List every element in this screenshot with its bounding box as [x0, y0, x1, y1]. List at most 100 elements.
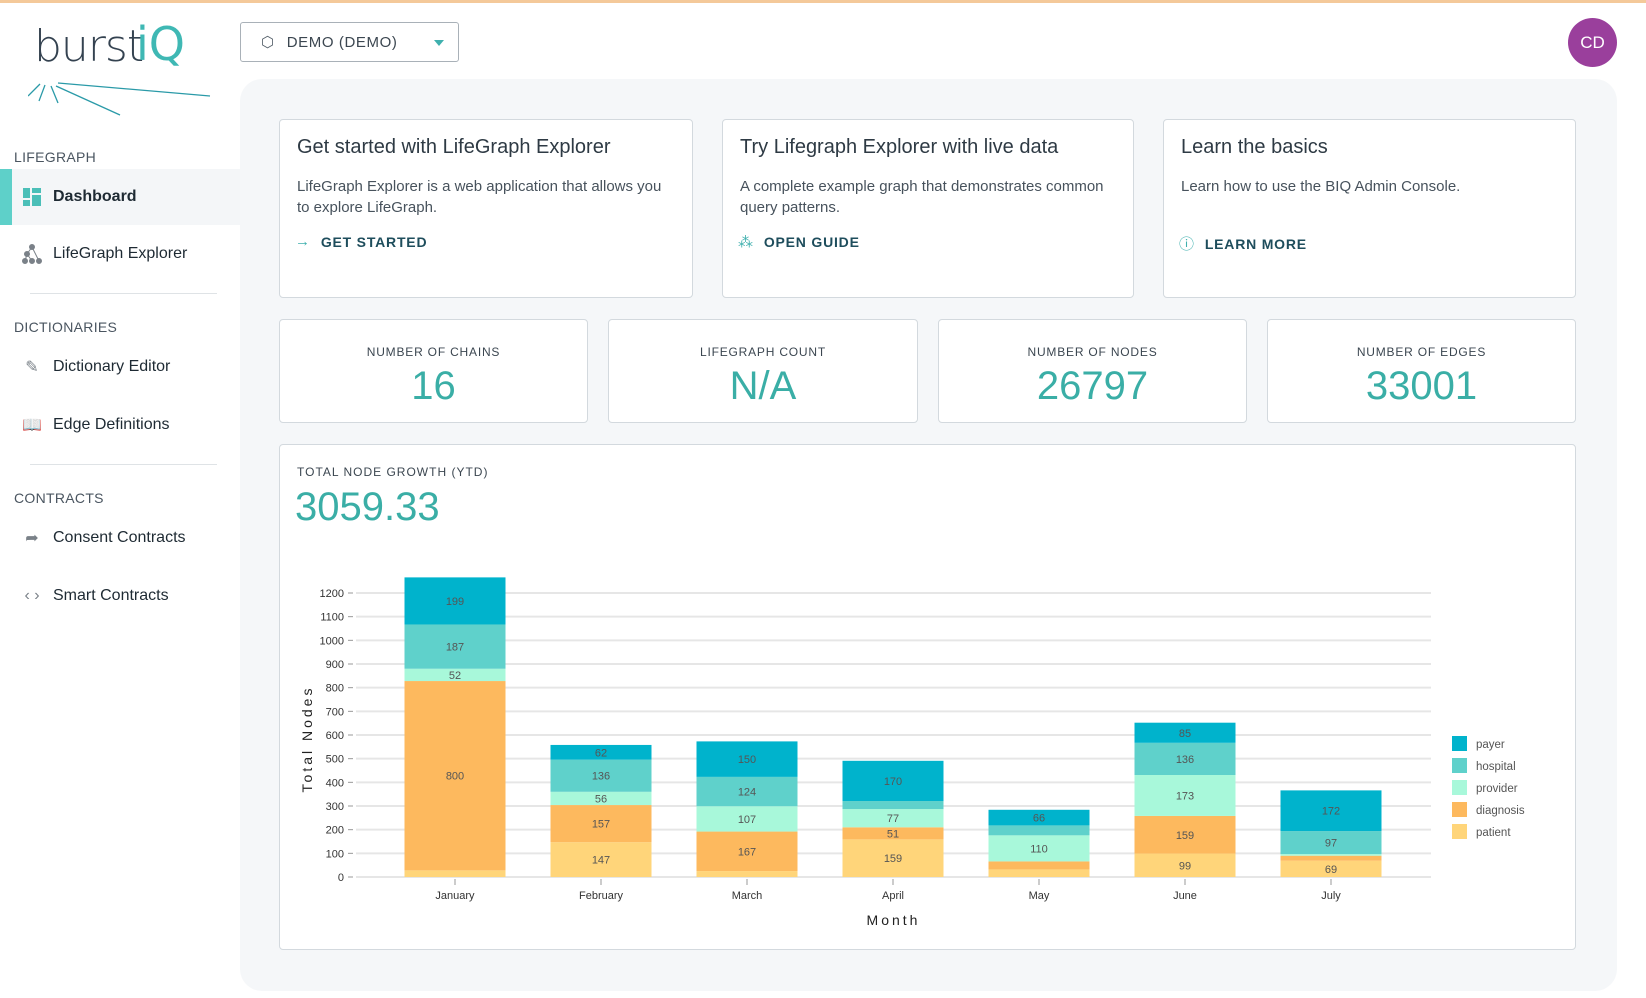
x-tick-label: April — [882, 890, 904, 902]
sidebar-divider — [30, 293, 217, 294]
sidebar-item-smart-contracts[interactable]: ‹ › Smart Contracts — [0, 568, 240, 624]
link-label: LEARN MORE — [1204, 235, 1307, 252]
data-label: 99 — [1179, 860, 1191, 872]
data-label: 136 — [1176, 754, 1194, 766]
legend-swatch-provider — [1452, 780, 1467, 795]
sidebar-item-edge-definitions[interactable]: 📖 Edge Definitions — [0, 397, 240, 453]
legend-swatch-hospital — [1452, 758, 1467, 773]
sidebar-item-label: Smart Contracts — [53, 587, 169, 604]
bar-segment-patient — [1134, 853, 1236, 877]
data-label: 136 — [592, 771, 610, 783]
y-tick-label: 100 — [326, 848, 344, 860]
card-title: Learn the basics — [1181, 136, 1328, 158]
bar-segment-patient — [404, 870, 506, 877]
sidebar-item-dashboard[interactable]: Dashboard — [0, 169, 240, 225]
learn-more-link[interactable]: ⓘ LEARN MORE — [1179, 233, 1307, 254]
book-icon: 📖 — [22, 417, 42, 434]
node-growth-chart: 0 100 200 300 400 500 600 700 800 900 1000 1100 1200… — [299, 577, 1525, 928]
data-label: 124 — [738, 787, 756, 799]
card-get-started: Get started with LifeGraph Explorer Life… — [279, 119, 693, 298]
link-label: OPEN GUIDE — [763, 234, 860, 250]
data-label: 56 — [595, 793, 607, 805]
sidebar-item-lifegraph-explorer[interactable]: LifeGraph Explorer — [0, 226, 240, 282]
data-label: 199 — [446, 596, 464, 608]
y-tick-label: 1100 — [320, 612, 344, 624]
stat-label: NUMBER OF CHAINS — [366, 345, 501, 359]
workspace-dropdown[interactable]: ⬡ DEMO (DEMO) — [240, 22, 459, 62]
x-tick-label: January — [435, 890, 475, 902]
legend-swatch-payer — [1452, 736, 1467, 751]
graph-icon — [22, 244, 42, 264]
sidebar-item-consent-contracts[interactable]: ➦ Consent Contracts — [0, 510, 240, 566]
data-label: 77 — [887, 813, 899, 825]
bar-segment-payer — [404, 577, 506, 625]
y-tick-label: 0 — [338, 872, 344, 884]
y-tick-label: 400 — [326, 777, 344, 789]
bar-segment-patient — [1280, 860, 1382, 877]
growth-value: 3059.33 — [295, 485, 440, 529]
card-body: A complete example graph that demonstrat… — [740, 178, 1104, 216]
x-axis-title: Month — [867, 912, 921, 928]
y-tick-label: 600 — [326, 730, 344, 742]
data-label: 110 — [1030, 843, 1048, 855]
legend-swatch-diagnosis — [1452, 802, 1467, 817]
stat-label: NUMBER OF EDGES — [1356, 345, 1487, 359]
bar-segment-hospital — [1280, 831, 1382, 855]
data-label: 172 — [1322, 806, 1340, 818]
x-tick-label: March — [732, 890, 763, 902]
bar-segment-hospital — [1134, 742, 1236, 775]
bar-segment-diagnosis — [550, 805, 652, 843]
bar-segment-payer — [550, 744, 652, 760]
bar-segment-diagnosis — [842, 827, 944, 840]
stat-value: 33001 — [1365, 364, 1478, 408]
stat-value: 26797 — [1036, 364, 1149, 408]
bar-segment-provider — [550, 791, 652, 806]
stat-label: NUMBER OF NODES — [1027, 345, 1158, 359]
y-tick-label: 900 — [326, 659, 344, 671]
sidebar-item-label: Edge Definitions — [53, 416, 170, 433]
y-tick-label: 300 — [326, 801, 344, 813]
sidebar-item-label: LifeGraph Explorer — [53, 245, 188, 262]
bar-segment-provider — [1280, 854, 1382, 856]
card-body: Learn how to use the BIQ Admin Console. — [1181, 178, 1461, 195]
guide-icon: ⁂ — [738, 234, 754, 251]
data-label: 66 — [1033, 813, 1045, 825]
legend-label-hospital: hospital — [1476, 761, 1516, 773]
y-tick-label: 1000 — [320, 635, 344, 647]
y-tick-label: 1200 — [320, 588, 344, 600]
stat-nodes: NUMBER OF NODES 26797 — [938, 319, 1247, 423]
chevron-down-icon — [434, 40, 444, 46]
bar-segment-provider — [404, 668, 506, 682]
data-label: 159 — [1176, 830, 1194, 842]
bar-segment-payer — [988, 809, 1090, 826]
bar-segment-patient — [550, 842, 652, 877]
data-label: 167 — [738, 846, 756, 858]
bar-segment-hospital — [404, 624, 506, 669]
user-avatar[interactable]: CD — [1568, 18, 1617, 67]
x-tick-label: February — [579, 890, 624, 902]
data-label: 85 — [1179, 728, 1191, 740]
bar-segment-patient — [696, 871, 798, 877]
y-axis-title: Total Nodes — [299, 686, 315, 793]
bar-segment-provider — [988, 835, 1090, 862]
bar-segment-diagnosis — [696, 831, 798, 872]
logo-text: burst — [34, 21, 144, 72]
x-tick-label: June — [1173, 890, 1197, 902]
sidebar-item-dictionary-editor[interactable]: ✎ Dictionary Editor — [0, 339, 240, 395]
dashboard-icon — [22, 187, 42, 207]
legend-label-patient: patient — [1476, 827, 1511, 839]
bar-segment-payer — [842, 760, 944, 802]
sidebar-item-label: Dictionary Editor — [53, 358, 171, 375]
get-started-link[interactable]: → GET STARTED — [295, 233, 427, 250]
data-label: 107 — [738, 814, 756, 826]
bar-segment-hospital — [988, 825, 1090, 836]
open-guide-link[interactable]: ⁂ OPEN GUIDE — [738, 233, 860, 251]
card-title: Try Lifegraph Explorer with live data — [740, 136, 1059, 158]
legend-label-provider: provider — [1476, 783, 1518, 795]
data-label: 800 — [446, 771, 464, 783]
burstiq-logo[interactable]: burst iQ — [28, 17, 218, 116]
section-lifegraph: LIFEGRAPH — [14, 149, 97, 165]
bar-segment-payer — [696, 741, 798, 777]
data-label: 147 — [592, 855, 610, 867]
bar-segment-provider — [696, 806, 798, 832]
